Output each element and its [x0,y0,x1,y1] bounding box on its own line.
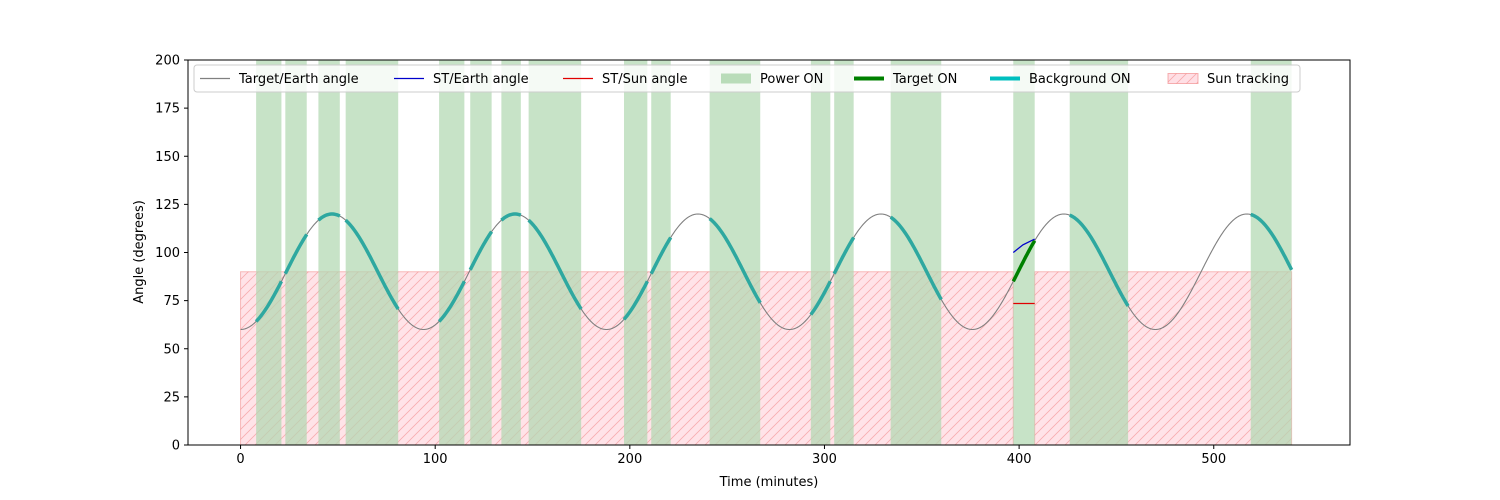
power-on-span [439,60,465,445]
target-on-segment [1011,239,1037,283]
x-tick-label: 200 [617,452,642,467]
y-tick-label: 0 [172,439,180,454]
background-on-segment [708,217,762,304]
legend: Target/Earth angle ST/Earth angle ST/Sun a… [193,64,1301,93]
background-on-segment [437,280,466,323]
background-on-segment [468,230,494,271]
x-axis-label: Time (minutes) [719,475,819,490]
axes-layer: 0 100 200 300 400 500 0 25 50 75 100 125 150 175 200 [155,54,1226,468]
y-tick-label: 75 [163,294,180,309]
background-on-segment [527,218,583,310]
x-tick-label: 400 [1007,452,1032,467]
power-on-span [501,60,521,445]
background-on-segment [317,212,341,222]
legend-label: ST/Sun angle [602,72,688,87]
background-on-segment [500,212,522,222]
legend-label: ST/Earth angle [433,72,529,87]
x-tick-label: 100 [423,452,448,467]
power-on-span [810,60,831,445]
st-earth-angle-line [1012,238,1035,254]
background-on-segment [1069,213,1130,307]
power-on-layer [256,60,1292,445]
sun-tracking-layer [240,271,1293,445]
y-tick-label: 175 [155,102,180,117]
power-on-span [528,60,582,445]
y-tick-label: 50 [163,342,180,357]
background-on-segment [832,236,856,275]
background-on-segment [344,218,400,310]
x-tick-label: 300 [812,452,837,467]
legend-label: Target ON [892,72,957,87]
y-tick-label: 125 [155,198,180,213]
power-on-span [345,60,399,445]
legend-label: Background ON [1029,72,1131,87]
background-on-segment [889,215,943,301]
background-on-segment [649,236,673,275]
legend-label: Target/Earth angle [238,72,359,87]
legend-swatch-hatch [1168,73,1198,84]
legend-swatch [721,73,751,84]
legend-label: Sun tracking [1207,72,1289,87]
power-on-span [623,60,648,445]
background-on-segment [283,233,309,275]
y-tick-label: 100 [155,246,180,261]
y-tick-label: 25 [163,390,180,405]
background-on-segment [254,280,283,323]
power-on-span [1013,60,1035,445]
power-on-span [256,60,282,445]
power-on-span [1250,60,1292,445]
y-tick-label: 200 [155,54,180,69]
x-tick-label: 500 [1201,452,1226,467]
background-on-segment [1250,212,1294,271]
lines-layer [240,212,1294,331]
legend-label: Power ON [760,72,823,87]
x-tick-label: 0 [236,452,244,467]
power-on-span [318,60,340,445]
y-tick-label: 150 [155,150,180,165]
y-axis-label: Angle (degrees) [132,200,147,304]
background-on-segment [809,280,832,316]
background-on-segment [622,280,649,321]
